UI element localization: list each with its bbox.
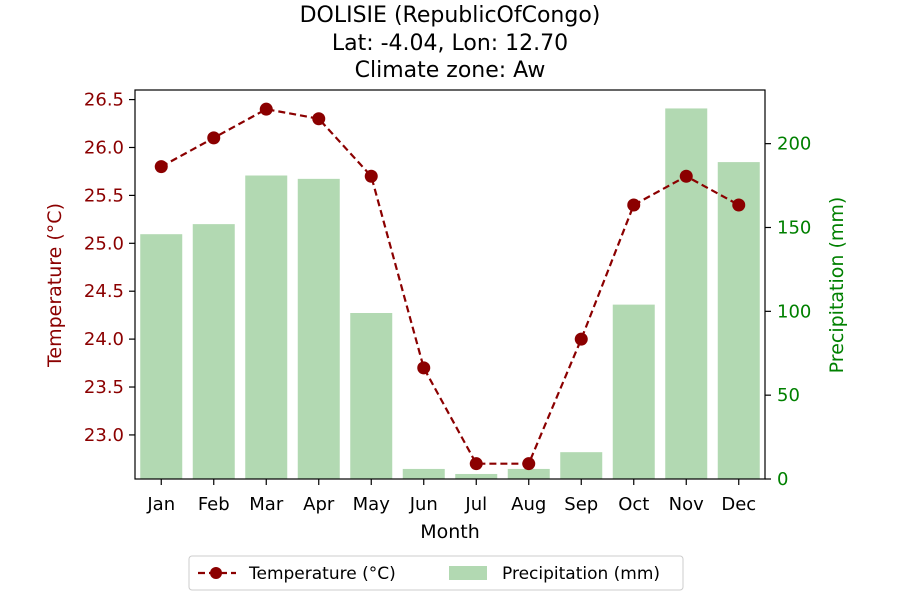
precipitation-bar-nov — [665, 108, 708, 479]
x-tick-label: Apr — [303, 494, 335, 515]
x-tick-label: Jan — [146, 494, 175, 515]
temperature-point-jun — [417, 361, 431, 375]
x-tick-label: Jun — [409, 494, 438, 515]
chart-title-line-2: Lat: -4.04, Lon: 12.70 — [332, 31, 568, 56]
precipitation-bar-jul — [455, 473, 498, 479]
legend-precipitation-label: Precipitation (mm) — [502, 564, 660, 584]
x-tick-label: Dec — [721, 494, 756, 515]
left-axis-ticks: 23.0 23.5 24.0 24.5 25.0 25.5 26.0 26.5 — [84, 90, 135, 446]
legend-box — [188, 555, 684, 591]
x-tick-label: Sep — [564, 494, 598, 515]
precipitation-bar-feb — [192, 224, 235, 479]
temperature-point-sep — [574, 332, 588, 346]
chart-title-line-1: DOLISIE (RepublicOfCongo) — [300, 3, 601, 28]
temperature-point-mar — [259, 102, 273, 116]
precipitation-bar-sep — [560, 452, 603, 479]
temperature-point-feb — [207, 131, 221, 145]
legend-temperature-label: Temperature (°C) — [248, 564, 396, 584]
chart-title-line-3: Climate zone: Aw — [355, 58, 546, 83]
temperature-point-may — [364, 169, 378, 183]
temperature-point-apr — [312, 112, 326, 126]
legend: Temperature (°C) Precipitation (mm) — [188, 555, 684, 591]
temperature-line-layer — [154, 102, 746, 471]
temperature-point-dec — [732, 198, 746, 212]
precipitation-bar-dec — [717, 162, 760, 480]
left-tick-label: 24.5 — [84, 281, 124, 302]
precipitation-bar-jan — [140, 234, 183, 479]
temperature-point-oct — [627, 198, 641, 212]
precipitation-bars — [140, 108, 760, 480]
temperature-point-nov — [679, 169, 693, 183]
x-tick-label: Mar — [249, 494, 284, 515]
left-tick-label: 23.0 — [84, 425, 124, 446]
right-tick-label: 100 — [777, 301, 811, 322]
x-tick-label: May — [353, 494, 391, 515]
x-tick-label: Aug — [511, 494, 546, 515]
right-tick-label: 150 — [777, 217, 811, 238]
x-tick-label: Nov — [669, 494, 704, 515]
precipitation-bar-aug — [507, 468, 550, 479]
temperature-point-jul — [469, 457, 483, 471]
legend-precipitation-swatch — [449, 566, 487, 580]
precipitation-bar-may — [350, 313, 393, 479]
x-axis-ticks: Jan Feb Mar Apr May Jun Jul Aug Sep Oct Nov Dec — [146, 479, 756, 515]
left-tick-label: 26.5 — [84, 90, 124, 111]
precipitation-bar-jun — [402, 468, 445, 479]
right-tick-label: 50 — [777, 385, 800, 406]
temperature-point-jan — [154, 160, 168, 174]
left-tick-label: 26.0 — [84, 137, 124, 158]
right-tick-label: 0 — [777, 469, 788, 490]
precipitation-bar-apr — [297, 178, 340, 479]
precipitation-bar-oct — [612, 304, 655, 479]
left-tick-label: 23.5 — [84, 377, 124, 398]
left-tick-label: 24.0 — [84, 329, 124, 350]
legend-temperature-marker — [210, 567, 222, 579]
precipitation-bar-mar — [245, 175, 288, 479]
x-tick-label: Oct — [618, 494, 649, 515]
x-tick-label: Feb — [198, 494, 230, 515]
left-axis-label: Temperature (°C) — [44, 203, 66, 368]
right-tick-label: 200 — [777, 134, 811, 155]
x-axis-label: Month — [420, 521, 480, 543]
right-axis-label: Precipitation (mm) — [826, 197, 848, 374]
x-tick-label: Jul — [464, 494, 487, 515]
left-tick-label: 25.5 — [84, 185, 124, 206]
left-tick-label: 25.0 — [84, 233, 124, 254]
temperature-point-aug — [522, 457, 536, 471]
plot-frame — [134, 89, 766, 480]
right-axis-ticks: 0 50 100 150 200 — [765, 134, 811, 490]
